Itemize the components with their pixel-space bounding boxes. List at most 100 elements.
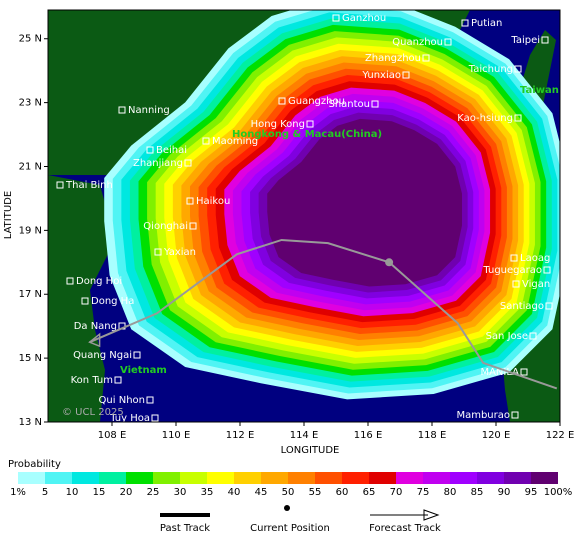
city-label: Vigan [522, 279, 550, 290]
x-tick-label: 118 E [418, 430, 447, 441]
track [89, 238, 558, 390]
x-tick-label: 116 E [354, 430, 383, 441]
y-tick-label: 13 N [19, 417, 42, 428]
legend-label: 75 [417, 487, 430, 498]
x-tick-label: 110 E [162, 430, 191, 441]
city-label: Zhangzhou [365, 53, 421, 64]
past-track-label: Past Track [160, 523, 210, 534]
x-tick-label: 108 E [98, 430, 127, 441]
legend-swatch [504, 472, 531, 484]
city-marker [154, 248, 162, 256]
legend-swatch [261, 472, 288, 484]
city-label: Maoming [212, 136, 258, 147]
city-label: Quanzhou [392, 37, 443, 48]
city-label: Thai Binh [65, 180, 113, 191]
legend-swatch [342, 472, 369, 484]
city-marker [461, 19, 469, 27]
city-marker [371, 100, 379, 108]
legend-swatch [423, 472, 450, 484]
city-marker [422, 54, 430, 62]
legend-label: 100% [544, 487, 573, 498]
city-marker [510, 254, 518, 262]
city-label: Taipei [510, 35, 540, 46]
legend-label: 10 [66, 487, 79, 498]
city-label: Putian [471, 18, 502, 29]
y-tick-label: 23 N [19, 98, 42, 109]
legend-label: 5 [42, 487, 48, 498]
city-label: Hong Kong [251, 119, 305, 130]
city-marker [511, 411, 519, 419]
overlay: Ganzhou Putian Quanzhou Taipei Zhangzhou Yunx… [56, 13, 559, 424]
city-label: Quang Ngai [73, 350, 132, 361]
legend-swatch [45, 472, 72, 484]
city-label: Dong Ha [91, 296, 134, 307]
city-marker [514, 65, 522, 73]
copyright: © UCL 2025 [62, 407, 124, 418]
city-marker [278, 97, 286, 105]
city-label: Tuy Hoa [109, 413, 150, 424]
city-marker [514, 114, 522, 122]
legend-swatch [315, 472, 342, 484]
y-tick-label: 21 N [19, 161, 42, 172]
city-marker [186, 197, 194, 205]
legend-swatch [369, 472, 396, 484]
city-label: Beihai [156, 145, 187, 156]
city-label: Haikou [196, 196, 230, 207]
x-tick-label: 114 E [290, 430, 319, 441]
probability-field [104, 10, 560, 400]
y-tick-label: 19 N [19, 225, 42, 236]
legend-label: 15 [93, 487, 106, 498]
city-marker [146, 396, 154, 404]
city-label: Taichung [468, 64, 513, 75]
legend-label: 70 [390, 487, 403, 498]
city-marker [118, 106, 126, 114]
legend-swatch [477, 472, 504, 484]
city-label: Qui Nhon [99, 395, 145, 406]
city-marker [543, 266, 551, 274]
forecast-arrow [423, 509, 440, 521]
legend-label: 45 [255, 487, 268, 498]
city-label: Da Nang [74, 321, 117, 332]
legend-swatch [288, 472, 315, 484]
city-label: Dong Hoi [76, 276, 122, 287]
x-tick-label: 122 E [546, 430, 575, 441]
city-label: Shantou [328, 99, 370, 110]
y-tick-label: 17 N [19, 289, 42, 300]
y-tick-label: 15 N [19, 353, 42, 364]
city-label: MANILA [480, 367, 519, 378]
city-marker [133, 351, 141, 359]
city-label: San Jose [486, 331, 528, 342]
city-label: Laoag [520, 253, 550, 264]
city-label: Mamburao [456, 410, 510, 421]
city-marker [541, 36, 549, 44]
legend-label: 30 [174, 487, 187, 498]
legend-swatch [531, 472, 558, 484]
city-label: Qionghai [143, 221, 188, 232]
city-label: Kon Tum [71, 375, 113, 386]
city-marker [306, 120, 314, 128]
city-label: Ganzhou [342, 13, 386, 24]
city-marker [114, 376, 122, 384]
legend-label: 60 [336, 487, 349, 498]
city-marker [56, 181, 64, 189]
city-marker [545, 302, 553, 310]
legend-swatch [396, 472, 423, 484]
city-label: Nanning [128, 105, 170, 116]
current-position [385, 258, 394, 267]
legend-label: 25 [147, 487, 160, 498]
city-marker [520, 368, 528, 376]
legend-label: 1% [10, 487, 26, 498]
legend-swatch [180, 472, 207, 484]
x-axis-label: LONGITUDE [281, 445, 340, 456]
legend-label: 90 [498, 487, 511, 498]
probability-level [267, 118, 463, 287]
legend-label: 35 [201, 487, 214, 498]
current-position-symbol [284, 505, 290, 511]
city-label: Kao-hsiung [457, 113, 513, 124]
legend-label: 55 [309, 487, 322, 498]
legend-label: 20 [120, 487, 133, 498]
x-tick-label: 120 E [482, 430, 511, 441]
city-label: Zhanjiang [133, 158, 183, 169]
city-marker [202, 137, 210, 145]
